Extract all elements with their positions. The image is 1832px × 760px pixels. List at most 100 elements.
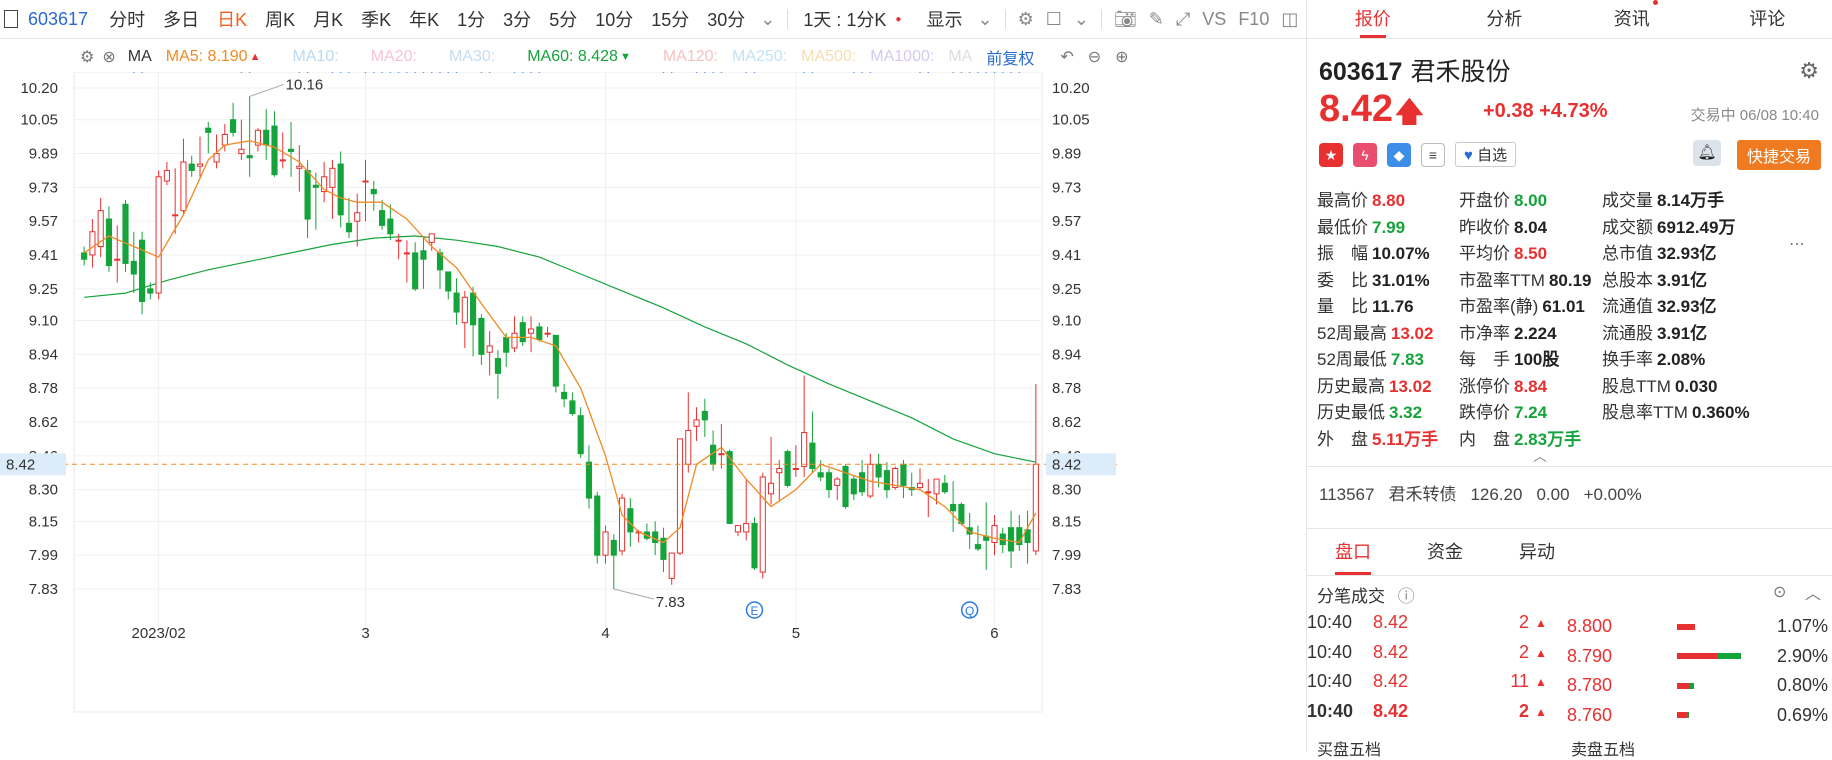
panel-tab-label: 报价	[1355, 9, 1391, 29]
panel-tab[interactable]: 资讯	[1570, 0, 1702, 38]
ask-levels-label[interactable]: 卖盘五档	[1571, 742, 1635, 759]
candle-body	[404, 253, 409, 254]
stat-label: 每 手	[1459, 350, 1510, 369]
panel-tab[interactable]: 报价	[1307, 0, 1439, 38]
stat-value: 32.93亿	[1657, 244, 1717, 263]
divider	[1307, 466, 1832, 467]
candle-body	[454, 293, 459, 312]
bond-name: 君禾转债	[1388, 485, 1456, 504]
f10-button[interactable]: F10	[1238, 9, 1269, 30]
candle-body	[115, 259, 120, 260]
document-icon[interactable]: ≡	[1421, 143, 1445, 167]
stock-name: 君禾股份	[1410, 58, 1510, 86]
add-watchlist-button[interactable]: ♥ 自选	[1455, 142, 1516, 167]
distribution-price: 8.780	[1553, 675, 1677, 696]
candle-body	[330, 168, 335, 187]
adjust-button[interactable]: 前复权	[986, 45, 1034, 69]
expand-chevron-icon[interactable]: ︿	[1533, 446, 1547, 466]
orderbook-tab[interactable]: 盘口	[1307, 529, 1399, 575]
period-tab[interactable]: 3分	[494, 6, 540, 32]
stat-value: 13.02	[1389, 377, 1432, 396]
period-tab[interactable]: 1分	[448, 6, 494, 32]
period-tab[interactable]: 5分	[540, 6, 586, 32]
pencil-icon[interactable]: ✎	[1149, 9, 1164, 30]
period-tab[interactable]: 季K	[352, 6, 400, 32]
candle-body	[181, 162, 186, 211]
stat-value: 8.80	[1372, 191, 1405, 210]
stat-value: 3.91亿	[1657, 271, 1707, 290]
period-tab[interactable]: 年K	[400, 6, 448, 32]
y-tick-label-right: 10.20	[1052, 80, 1090, 97]
more-icon[interactable]: ⊙	[1773, 582, 1786, 602]
period-tab[interactable]: 10分	[586, 6, 642, 32]
gear-icon[interactable]: ⚙	[1018, 9, 1034, 30]
stat-label: 流通股	[1602, 324, 1653, 343]
flag-icon[interactable]: ★	[1319, 143, 1343, 167]
panel-tab[interactable]: 评论	[1702, 0, 1832, 38]
period-tab[interactable]: 30分	[698, 6, 754, 32]
close-icon[interactable]: ⊗	[102, 47, 115, 67]
panel-tab[interactable]: 分析	[1439, 0, 1571, 38]
range-selector[interactable]: 1天 : 1分K	[794, 6, 895, 32]
display-menu[interactable]: 显示	[917, 6, 971, 32]
tick-qty: 2	[1463, 612, 1529, 642]
square-icon[interactable]: ☐	[1046, 9, 1062, 30]
zoom-out-icon[interactable]: ⊖	[1088, 47, 1101, 67]
panel-toggle-icon[interactable]: ◫	[1281, 9, 1298, 30]
vs-button[interactable]: VS	[1202, 9, 1226, 30]
collapse-icon[interactable]: ︿	[1805, 580, 1821, 604]
period-tab[interactable]: 月K	[304, 6, 352, 32]
period-tab[interactable]: 多日	[154, 6, 208, 32]
bell-icon[interactable]: 🔔︎	[1693, 140, 1721, 166]
lightning-icon[interactable]: ϟ	[1353, 143, 1377, 167]
undo-icon[interactable]: ↶	[1060, 47, 1073, 67]
chevron-down-icon[interactable]: ⌄	[1074, 9, 1089, 30]
tag-icon[interactable]: ◆	[1387, 143, 1411, 167]
sidebar-toggle-icon[interactable]	[4, 10, 18, 28]
orderbook-tab[interactable]: 资金	[1399, 529, 1491, 575]
camera-icon[interactable]: 📷︎	[1114, 9, 1137, 30]
stat-label: 量 比	[1317, 297, 1368, 316]
chevron-down-icon[interactable]: ⌄	[760, 9, 775, 30]
fullscreen-icon[interactable]: ⤢	[1176, 9, 1190, 30]
gear-icon[interactable]: ⚙	[80, 47, 94, 67]
more-icon[interactable]: ⋯	[1789, 234, 1805, 254]
distribution-percent: 1.07%	[1777, 616, 1828, 637]
gear-icon[interactable]: ⚙	[1799, 58, 1819, 84]
stock-code[interactable]: 603617	[28, 9, 88, 30]
divider	[1101, 9, 1102, 29]
period-tab[interactable]: 分时	[100, 6, 154, 32]
quick-trade-button[interactable]: 快捷交易	[1737, 140, 1821, 170]
zoom-in-icon[interactable]: ⊕	[1115, 47, 1128, 67]
stat-value: 8.14万手	[1657, 191, 1724, 210]
period-tab[interactable]: 周K	[256, 6, 304, 32]
stat-value: 8.50	[1514, 244, 1547, 263]
ma1000-label: MA1000:	[870, 48, 934, 66]
info-icon[interactable]: ⓘ	[1398, 587, 1415, 606]
stat-label: 涨停价	[1459, 377, 1510, 396]
orderbook-tab[interactable]: 异动	[1491, 529, 1583, 575]
ma250-label: MA250:	[732, 48, 787, 66]
panel-tab-label: 分析	[1486, 9, 1522, 29]
ma-type-label[interactable]: MA	[128, 48, 152, 66]
stat-value: 8.84	[1514, 377, 1547, 396]
chevron-down-icon[interactable]: ⌄	[977, 9, 992, 30]
period-tab[interactable]: 15分	[642, 6, 698, 32]
bid-levels-label[interactable]: 买盘五档	[1317, 742, 1381, 759]
candle-body	[553, 335, 558, 386]
period-tab[interactable]: 日K	[208, 6, 256, 32]
stat-label: 最高价	[1317, 191, 1368, 210]
candle-body	[388, 219, 393, 234]
distribution-price: 8.790	[1553, 646, 1677, 667]
